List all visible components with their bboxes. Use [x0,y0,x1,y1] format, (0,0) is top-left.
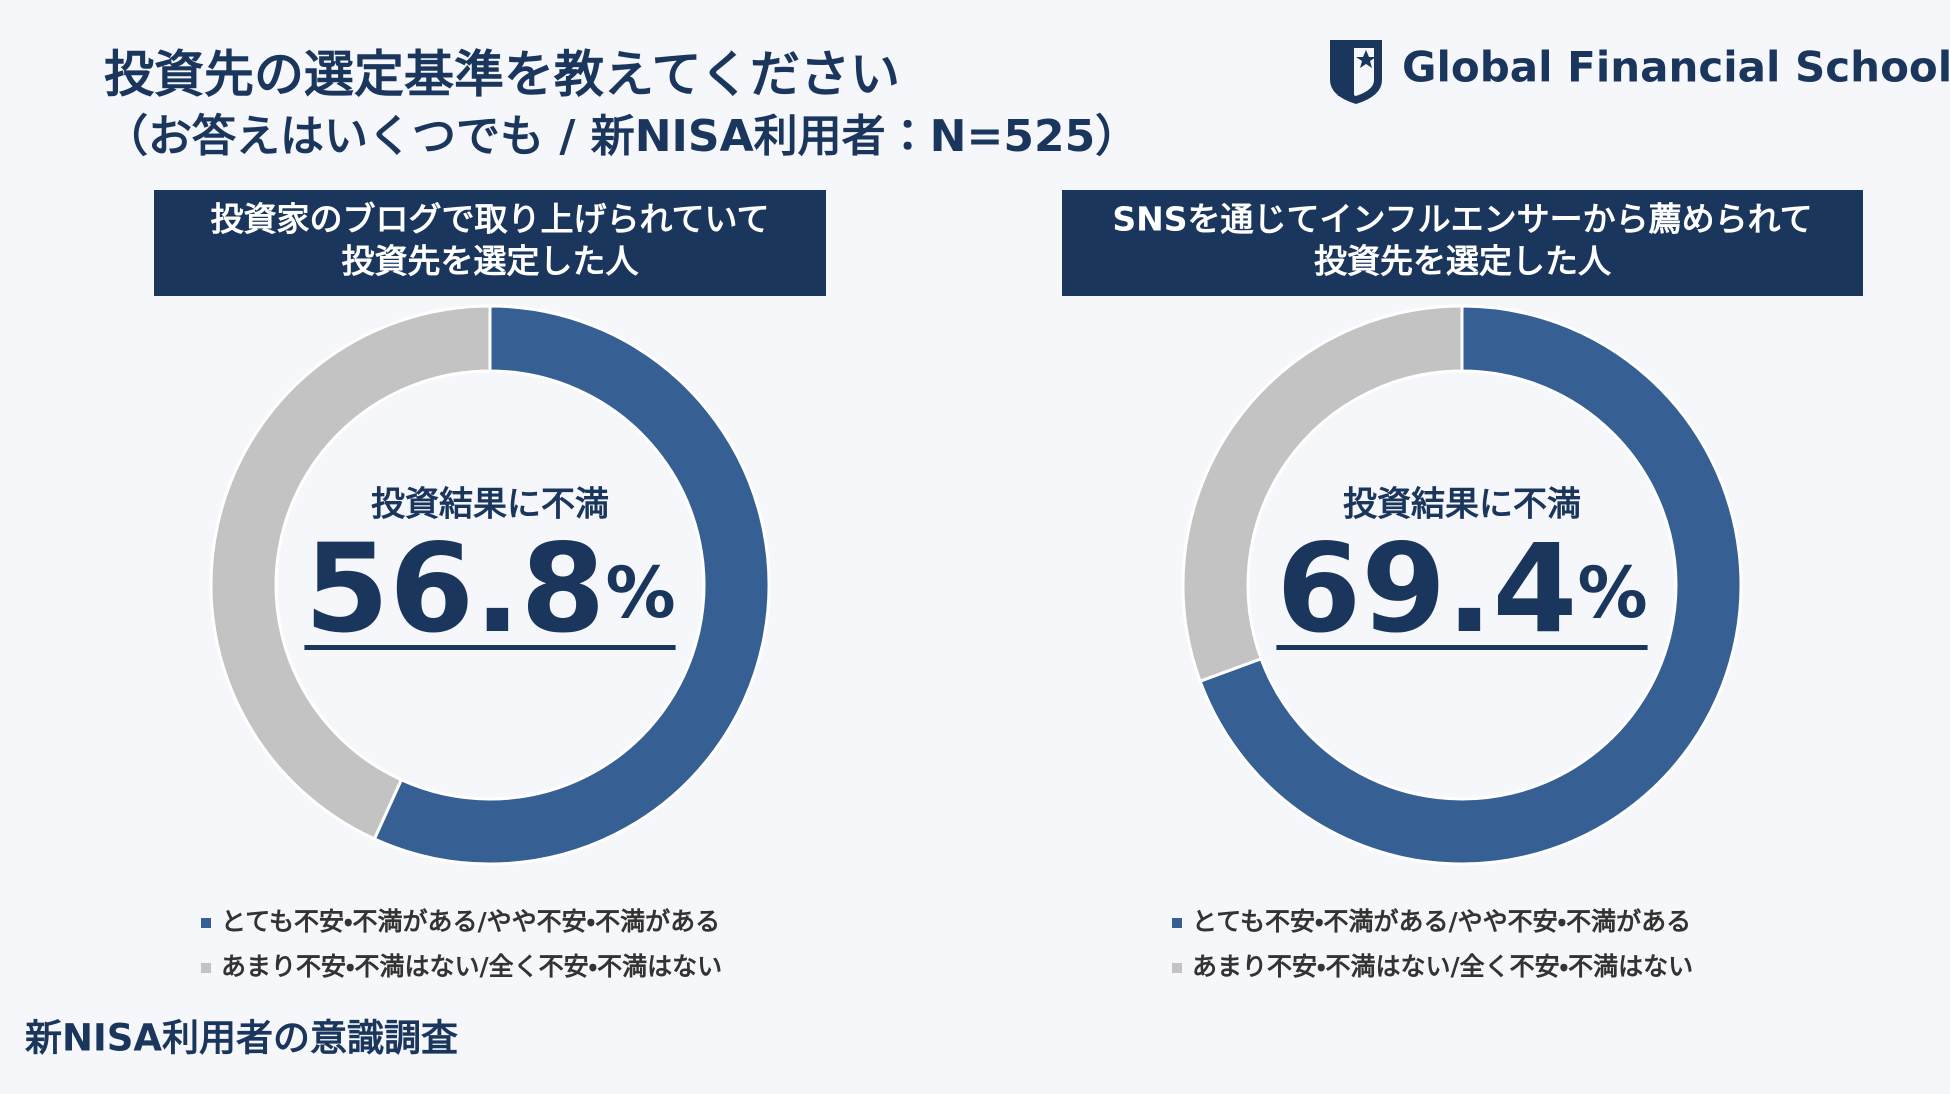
legend-label: とても不安・不満がある/やや不安・不満がある [221,907,720,936]
value-label: 69.4% [1276,518,1647,660]
legend-label: あまり不安・不満はない/全く不安・不満はない [221,952,722,981]
chart-title: 投資家のブログで取り上げられていて [210,200,769,239]
chart-title: SNSを通じてインフルエンサーから薦められて [1112,200,1812,239]
pie-slice [209,304,492,841]
chart-header-box [1062,190,1863,296]
pie-slice [1198,304,1743,866]
legend-swatch [201,963,211,973]
legend-label: とても不安・不満がある/やや不安・不満がある [1192,907,1691,936]
legend-swatch [1172,963,1182,973]
chart-header-box [154,190,826,296]
page-subtitle: （お答えはいくつでも / 新NISA利用者：N=525） [104,111,1139,162]
chart-title: 投資先を選定した人 [1314,242,1612,281]
logo: Global Financial School [1330,40,1950,104]
value-underline [304,645,676,650]
logo-text: Global Financial School [1402,43,1950,92]
page-title: 投資先の選定基準を教えてください [104,46,900,104]
chart-title: 投資先を選定した人 [342,242,640,281]
value-underline [1276,645,1648,650]
center-label: 投資結果に不満 [1343,485,1581,525]
legend-label: あまり不安・不満はない/全く不安・不満はない [1192,952,1693,981]
center-label: 投資結果に不満 [371,485,609,525]
logo-bar [1338,48,1354,96]
logo-star [1356,50,1376,68]
pie-slice [372,304,771,866]
pie-slice [1181,304,1464,684]
footer: 新NISA利用者の意識調査 [25,1017,458,1060]
value-label: 56.8% [304,518,675,660]
legend-swatch [1172,918,1182,928]
legend-swatch [201,918,211,928]
